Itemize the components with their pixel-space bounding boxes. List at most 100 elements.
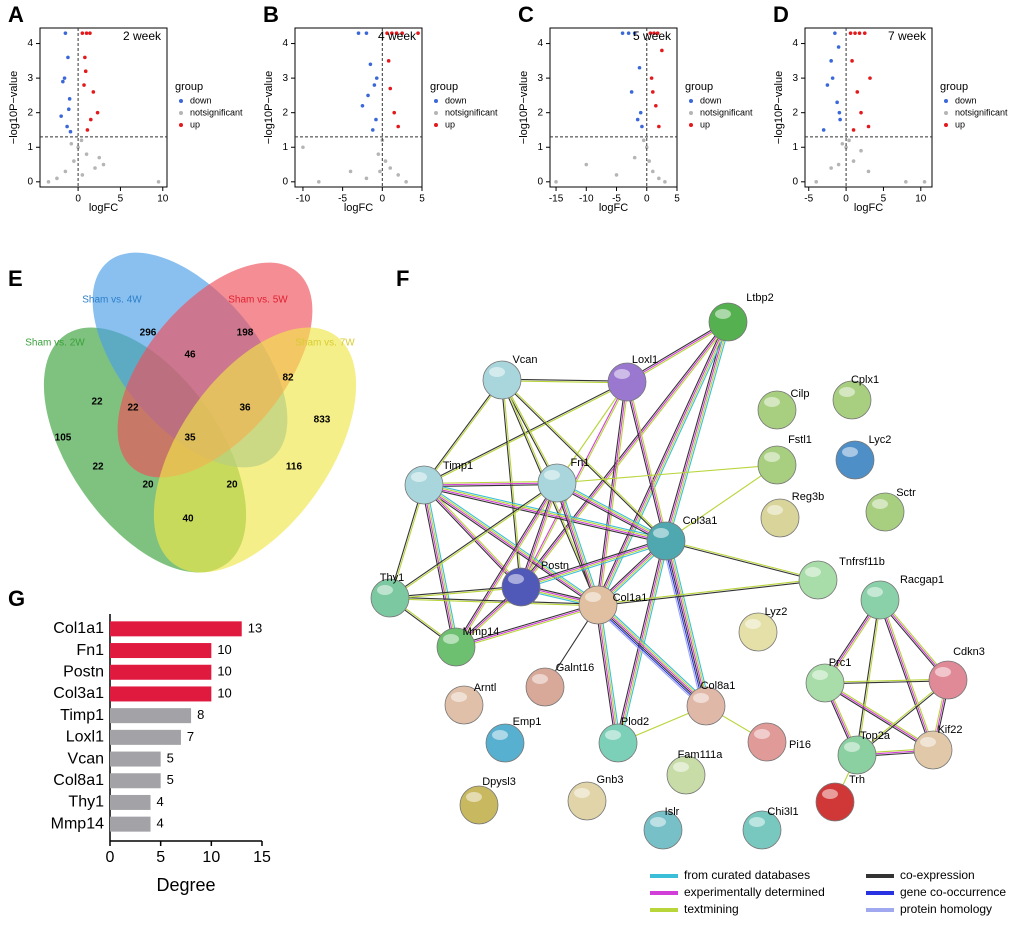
point: [91, 90, 96, 94]
y-tick-label: 0: [537, 176, 543, 187]
network-edge: [423, 485, 598, 607]
legend-swatch: [650, 908, 678, 912]
point: [374, 117, 378, 122]
plot-frame: [294, 27, 423, 188]
venn-count: 46: [184, 350, 196, 361]
node-highlight: [574, 788, 590, 798]
category-label: Thy1: [68, 794, 104, 811]
point: [394, 31, 399, 35]
network-edge: [879, 599, 934, 751]
y-tick-label: 4: [282, 38, 288, 49]
network-node: [815, 782, 855, 822]
node-label: Cdkn3: [953, 646, 985, 658]
panel-label: 5 week: [633, 29, 672, 43]
x-tick-label: -5: [612, 194, 621, 205]
legend-title: group: [430, 81, 458, 93]
node-highlight: [822, 789, 838, 799]
legend-label: notsignificant: [955, 107, 1008, 117]
y-tick-label: 2: [282, 107, 288, 118]
legend-swatch: [866, 891, 894, 895]
network-edge: [667, 322, 731, 542]
venn-count: 36: [239, 403, 251, 414]
value-label: 5: [167, 772, 174, 787]
network-node: [798, 560, 838, 600]
point: [383, 159, 388, 163]
legend-swatch: [434, 99, 438, 103]
network-node: [567, 781, 607, 821]
node-label: Lyz2: [765, 606, 788, 618]
node-highlight: [443, 634, 459, 644]
network-edge: [390, 587, 522, 600]
x-tick-label: 0: [843, 194, 849, 205]
network-node: [598, 723, 638, 763]
point: [847, 138, 851, 143]
point: [378, 169, 382, 174]
network-edge: [454, 481, 557, 647]
node-highlight: [614, 369, 630, 379]
point: [814, 180, 819, 184]
value-label: 10: [217, 642, 231, 657]
network-edge: [625, 320, 728, 382]
point: [649, 76, 654, 80]
network-node: [708, 302, 748, 342]
y-tick-label: 3: [27, 73, 33, 84]
point: [857, 31, 862, 35]
node-highlight: [805, 567, 821, 577]
node-highlight: [867, 587, 883, 597]
node-label: Col1a1: [613, 592, 648, 604]
point: [660, 48, 664, 53]
node-label: Col3a1: [683, 515, 718, 527]
point: [93, 166, 97, 170]
point: [859, 148, 863, 153]
legend-label: notsignificant: [445, 107, 498, 117]
network-edge: [556, 464, 778, 484]
network-edge: [663, 541, 705, 707]
network-edge: [664, 541, 706, 707]
venn-set-label: Sham vs. 7W: [295, 338, 355, 349]
point: [620, 31, 625, 35]
node-label: Islr: [665, 806, 680, 818]
network-edge: [557, 480, 668, 540]
network-edge: [667, 540, 709, 706]
node-highlight: [764, 452, 780, 462]
point: [829, 166, 833, 170]
bar: [110, 794, 151, 810]
legend-swatch: [179, 99, 183, 103]
network-edge: [424, 380, 504, 486]
node-highlight: [532, 674, 548, 684]
node-highlight: [544, 470, 560, 480]
legend-swatch: [650, 891, 678, 895]
bar: [110, 643, 212, 659]
network-edge: [422, 486, 597, 608]
network-edge: [555, 483, 598, 606]
x-axis-label: logFC: [599, 202, 628, 214]
network-edge: [521, 541, 667, 589]
point: [648, 31, 653, 35]
point: [80, 31, 85, 35]
bar: [110, 729, 181, 745]
x-tick-label: 15: [253, 849, 271, 866]
network-edge: [389, 481, 557, 598]
y-tick-label: 1: [282, 142, 288, 153]
point: [833, 31, 837, 35]
network-node: [757, 445, 797, 485]
point: [89, 117, 93, 122]
network-edge: [595, 606, 705, 709]
point: [66, 107, 71, 112]
node-highlight: [492, 730, 508, 740]
point: [637, 65, 642, 70]
node-label: Vcan: [512, 354, 537, 366]
network-edge: [823, 683, 933, 752]
legend-swatch: [179, 123, 183, 127]
point: [63, 169, 68, 174]
value-label: 10: [217, 685, 231, 700]
x-axis-label: Degree: [156, 875, 215, 895]
panel-letter: G: [8, 586, 25, 611]
network-edge: [455, 602, 598, 646]
point: [82, 83, 86, 87]
network-edge: [388, 484, 424, 598]
point: [95, 110, 100, 115]
point: [644, 145, 649, 150]
network-edge: [501, 380, 666, 542]
panel-label: 2 week: [123, 29, 162, 43]
